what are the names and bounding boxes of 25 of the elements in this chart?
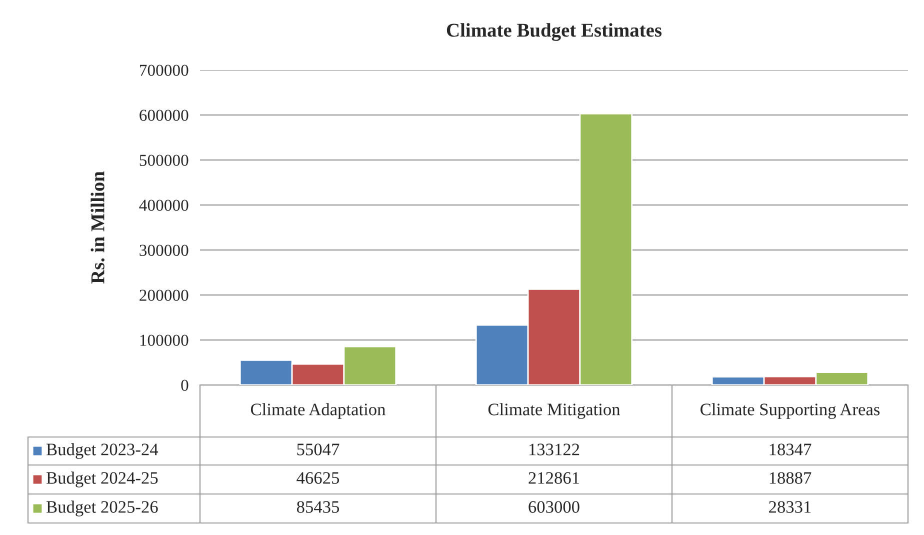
data-label: 18887 — [770, 472, 812, 484]
y-axis-title: Rs. in Million — [90, 171, 104, 284]
data-label: 603000 — [528, 501, 580, 513]
legend-label: Budget 2024-25 — [46, 472, 158, 488]
y-tick-label: 600000 — [140, 110, 188, 121]
y-tick-label: 100000 — [140, 334, 188, 346]
data-label: 28331 — [769, 501, 811, 513]
data-label: 55047 — [297, 444, 340, 456]
y-tick-label: 400000 — [139, 200, 188, 211]
legend-label: Budget 2023-24 — [46, 443, 158, 459]
legend-label: Budget 2025-26 — [46, 500, 158, 516]
chart-title: Climate Budget Estimates — [446, 23, 662, 41]
data-label: 18347 — [770, 444, 812, 456]
x-tick-label: Climate Supporting Areas — [700, 403, 880, 419]
y-tick-label: 200000 — [140, 290, 188, 301]
data-label: 85435 — [296, 501, 340, 513]
y-tick-label: 0 — [181, 380, 188, 391]
x-tick-label: Climate Adaptation — [250, 403, 386, 419]
data-label: 212861 — [528, 472, 579, 484]
data-label: 46625 — [296, 472, 340, 484]
y-tick-label: 300000 — [140, 244, 188, 256]
data-label: 133122 — [529, 444, 580, 456]
x-tick-label: Climate Mitigation — [488, 403, 620, 419]
y-tick-label: 700000 — [140, 64, 188, 76]
y-tick-label: 500000 — [140, 154, 188, 166]
